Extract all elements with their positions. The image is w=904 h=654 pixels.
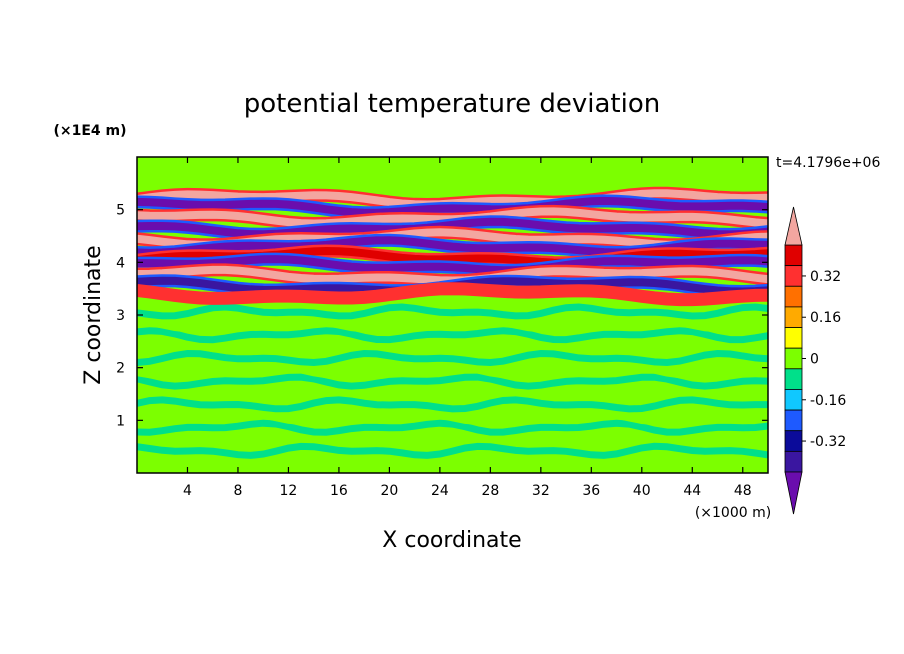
field-band bbox=[137, 255, 768, 275]
colorbar-segment bbox=[784, 327, 803, 349]
x-unit-label: (×1000 m) bbox=[695, 505, 771, 521]
x-tick-label: 20 bbox=[380, 483, 398, 499]
field-band-lower bbox=[137, 442, 768, 459]
field-band bbox=[137, 217, 768, 239]
field-band-lower bbox=[137, 409, 768, 425]
field-band bbox=[137, 196, 768, 217]
field-band-lower bbox=[137, 349, 768, 367]
y-tick-label: 4 bbox=[116, 255, 125, 271]
colorbar-max-arrow bbox=[784, 206, 803, 246]
field-band-lower bbox=[137, 337, 768, 354]
plot-area bbox=[137, 157, 768, 473]
colorbar-segment bbox=[784, 450, 803, 473]
colorbar-min-arrow bbox=[784, 471, 803, 515]
y-unit-label: (×1E4 m) bbox=[53, 123, 126, 139]
x-tick-label: 4 bbox=[183, 483, 192, 499]
x-tick-label: 40 bbox=[633, 483, 651, 499]
x-axis-label: X coordinate bbox=[382, 528, 521, 553]
field-band bbox=[137, 284, 768, 304]
y-tick-label: 2 bbox=[116, 361, 125, 377]
field-band-lower bbox=[137, 396, 768, 413]
colorbar-segment bbox=[784, 409, 803, 432]
x-tick-label: 44 bbox=[683, 483, 701, 499]
y-tick-label: 1 bbox=[116, 413, 125, 429]
field-band-lower bbox=[137, 316, 768, 333]
colorbar-tick-label: 0 bbox=[810, 352, 819, 368]
colorbar-tick-label: -0.32 bbox=[810, 434, 846, 450]
x-tick-label: 32 bbox=[532, 483, 550, 499]
colorbar-segment bbox=[784, 368, 803, 390]
y-tick-label: 3 bbox=[116, 308, 125, 324]
chart-title: potential temperature deviation bbox=[244, 89, 660, 119]
colorbar-segment bbox=[784, 347, 803, 370]
x-tick-label: 24 bbox=[431, 483, 449, 499]
field-band-lower bbox=[137, 373, 768, 390]
colorbar-segment bbox=[784, 285, 803, 308]
y-tick-label: 5 bbox=[116, 203, 125, 219]
colorbar-tick-label: 0.32 bbox=[810, 269, 841, 285]
colorbar-segment bbox=[784, 265, 803, 287]
field-band-lower bbox=[137, 327, 768, 344]
x-tick-label: 8 bbox=[233, 483, 242, 499]
colorbar-segment bbox=[784, 244, 803, 267]
x-tick-label: 48 bbox=[734, 483, 752, 499]
colorbar-segment bbox=[784, 306, 803, 328]
field-band-lower bbox=[137, 384, 768, 400]
field-band-lower bbox=[137, 303, 768, 320]
colorbar-tick-label: 0.16 bbox=[810, 310, 841, 326]
x-axis: 4 8 12 16 20 24 28 32 36 40 44 48 bbox=[183, 157, 752, 499]
field-band-lower bbox=[137, 363, 768, 379]
field-band-lower bbox=[137, 430, 768, 446]
colorbar-segment bbox=[784, 430, 803, 452]
time-label: t=4.1796e+06 bbox=[776, 155, 880, 171]
field-band-lower bbox=[137, 419, 768, 436]
x-tick-label: 36 bbox=[582, 483, 600, 499]
x-tick-label: 16 bbox=[330, 483, 348, 499]
x-tick-label: 12 bbox=[280, 483, 298, 499]
colorbar-segment bbox=[784, 389, 803, 411]
colorbar-tick-label: -0.16 bbox=[810, 393, 846, 409]
field-band-lower bbox=[137, 456, 768, 472]
y-axis-label: Z coordinate bbox=[81, 245, 106, 384]
x-tick-label: 28 bbox=[481, 483, 499, 499]
y-axis: 1 2 3 4 5 bbox=[116, 203, 768, 429]
colorbar: 0.32 0.16 0 -0.16 -0.32 bbox=[784, 206, 846, 515]
